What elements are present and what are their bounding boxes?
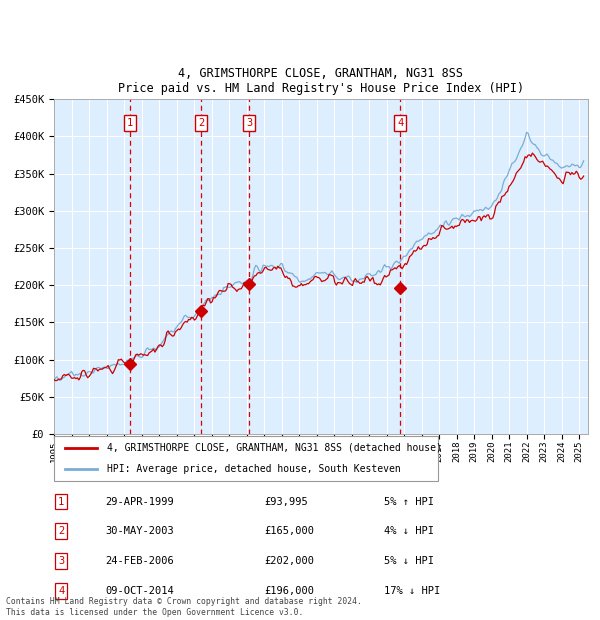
Text: 4: 4 <box>397 118 403 128</box>
Text: 3: 3 <box>58 556 64 566</box>
Text: 1: 1 <box>127 118 133 128</box>
Text: 30-MAY-2003: 30-MAY-2003 <box>105 526 174 536</box>
FancyBboxPatch shape <box>54 436 439 481</box>
Text: 17% ↓ HPI: 17% ↓ HPI <box>384 586 440 596</box>
Text: 3: 3 <box>246 118 253 128</box>
Text: £165,000: £165,000 <box>264 526 314 536</box>
Text: £93,995: £93,995 <box>264 497 308 507</box>
Title: 4, GRIMSTHORPE CLOSE, GRANTHAM, NG31 8SS
Price paid vs. HM Land Registry's House: 4, GRIMSTHORPE CLOSE, GRANTHAM, NG31 8SS… <box>118 67 524 95</box>
Text: 09-OCT-2014: 09-OCT-2014 <box>105 586 174 596</box>
Text: 4: 4 <box>58 586 64 596</box>
Text: 2: 2 <box>58 526 64 536</box>
Text: 24-FEB-2006: 24-FEB-2006 <box>105 556 174 566</box>
Text: 4, GRIMSTHORPE CLOSE, GRANTHAM, NG31 8SS (detached house): 4, GRIMSTHORPE CLOSE, GRANTHAM, NG31 8SS… <box>107 443 442 453</box>
Text: 5% ↑ HPI: 5% ↑ HPI <box>384 497 434 507</box>
Text: HPI: Average price, detached house, South Kesteven: HPI: Average price, detached house, Sout… <box>107 464 401 474</box>
Text: 1: 1 <box>58 497 64 507</box>
Text: 4% ↓ HPI: 4% ↓ HPI <box>384 526 434 536</box>
Text: 2: 2 <box>198 118 205 128</box>
Text: £196,000: £196,000 <box>264 586 314 596</box>
Text: 5% ↓ HPI: 5% ↓ HPI <box>384 556 434 566</box>
Text: £202,000: £202,000 <box>264 556 314 566</box>
Text: Contains HM Land Registry data © Crown copyright and database right 2024.
This d: Contains HM Land Registry data © Crown c… <box>6 598 362 617</box>
Text: 29-APR-1999: 29-APR-1999 <box>105 497 174 507</box>
